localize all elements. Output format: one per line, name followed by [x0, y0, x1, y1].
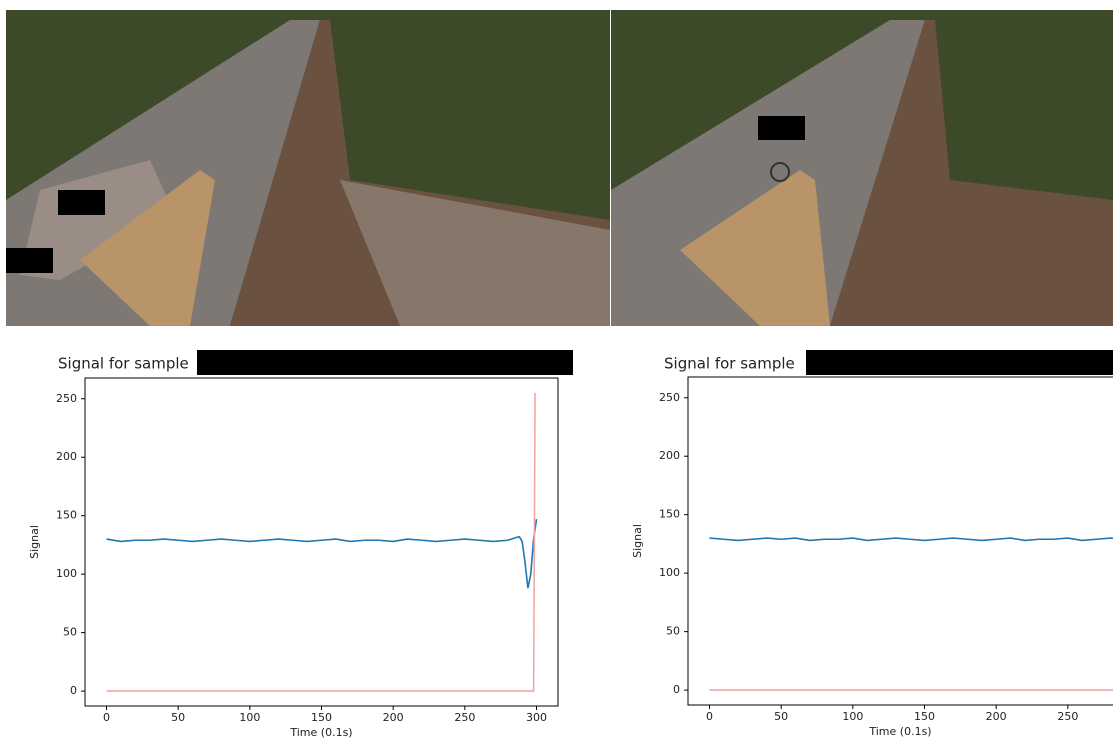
x-tick-label: 200	[986, 710, 1007, 723]
camera-photo	[611, 10, 1113, 326]
plot-frame	[688, 377, 1113, 705]
x-tick-label: 200	[383, 711, 404, 724]
x-tick-label: 0	[103, 711, 110, 724]
signal-line	[107, 519, 537, 588]
camera-photo	[6, 10, 610, 326]
chart-title: Signal for sample	[664, 355, 795, 373]
x-tick-label: 250	[454, 711, 475, 724]
x-tick-label: 50	[774, 710, 788, 723]
x-tick-label: 150	[914, 710, 935, 723]
y-tick-label: 100	[56, 567, 77, 580]
y-tick-label: 100	[659, 566, 680, 579]
chart-title: Signal for sample	[58, 355, 189, 373]
y-tick-label: 150	[56, 509, 77, 522]
x-tick-label: 300	[526, 711, 547, 724]
y-tick-label: 200	[56, 450, 77, 463]
page: {"chart_data": [ {"type": "line", "title…	[0, 0, 1113, 740]
x-axis-label: Time (0.1s)	[289, 726, 352, 739]
redaction	[197, 350, 573, 375]
plot-frame	[85, 378, 558, 706]
x-tick-label: 0	[706, 710, 713, 723]
x-tick-label: 100	[239, 711, 260, 724]
x-tick-label: 150	[311, 711, 332, 724]
y-axis-label: Signal	[631, 524, 644, 558]
y-tick-label: 50	[666, 625, 680, 638]
y-tick-label: 150	[659, 508, 680, 521]
y-tick-label: 250	[56, 392, 77, 405]
x-tick-label: 250	[1057, 710, 1078, 723]
signal-line	[710, 538, 1113, 540]
y-axis-label: Signal	[28, 525, 41, 559]
y-tick-label: 0	[673, 683, 680, 696]
x-tick-label: 100	[842, 710, 863, 723]
y-tick-label: 0	[70, 684, 77, 697]
x-tick-label: 50	[171, 711, 185, 724]
figure: Signal for sample 0 50 100 150 200 250 300 0 50 10…	[0, 0, 1113, 740]
signal-line	[107, 393, 536, 691]
x-axis-label: Time (0.1s)	[868, 725, 931, 738]
y-tick-label: 200	[659, 449, 680, 462]
redaction	[806, 350, 1113, 375]
y-tick-label: 50	[63, 626, 77, 639]
y-tick-label: 250	[659, 391, 680, 404]
